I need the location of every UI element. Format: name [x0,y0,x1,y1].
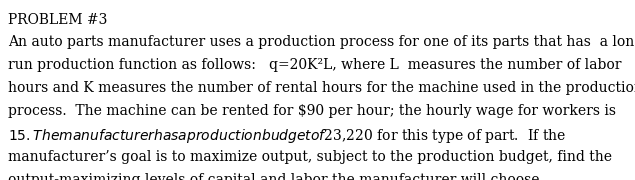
Text: manufacturer’s goal is to maximize output, subject to the production budget, fin: manufacturer’s goal is to maximize outpu… [8,150,612,164]
Text: $15.   The manufacturer has a production budget of $23,220 for this type of part: $15. The manufacturer has a production b… [8,127,566,145]
Text: output-maximizing levels of capital and labor the manufacturer will choose.: output-maximizing levels of capital and … [8,173,544,180]
Text: hours and K measures the number of rental hours for the machine used in the prod: hours and K measures the number of renta… [8,81,635,95]
Text: process.  The machine can be rented for $90 per hour; the hourly wage for worker: process. The machine can be rented for $… [8,104,616,118]
Text: An auto parts manufacturer uses a production process for one of its parts that h: An auto parts manufacturer uses a produc… [8,35,635,50]
Text: run production function as follows:   q=20K²L, where L  measures the number of l: run production function as follows: q=20… [8,58,622,72]
Text: PROBLEM #3: PROBLEM #3 [8,13,107,27]
